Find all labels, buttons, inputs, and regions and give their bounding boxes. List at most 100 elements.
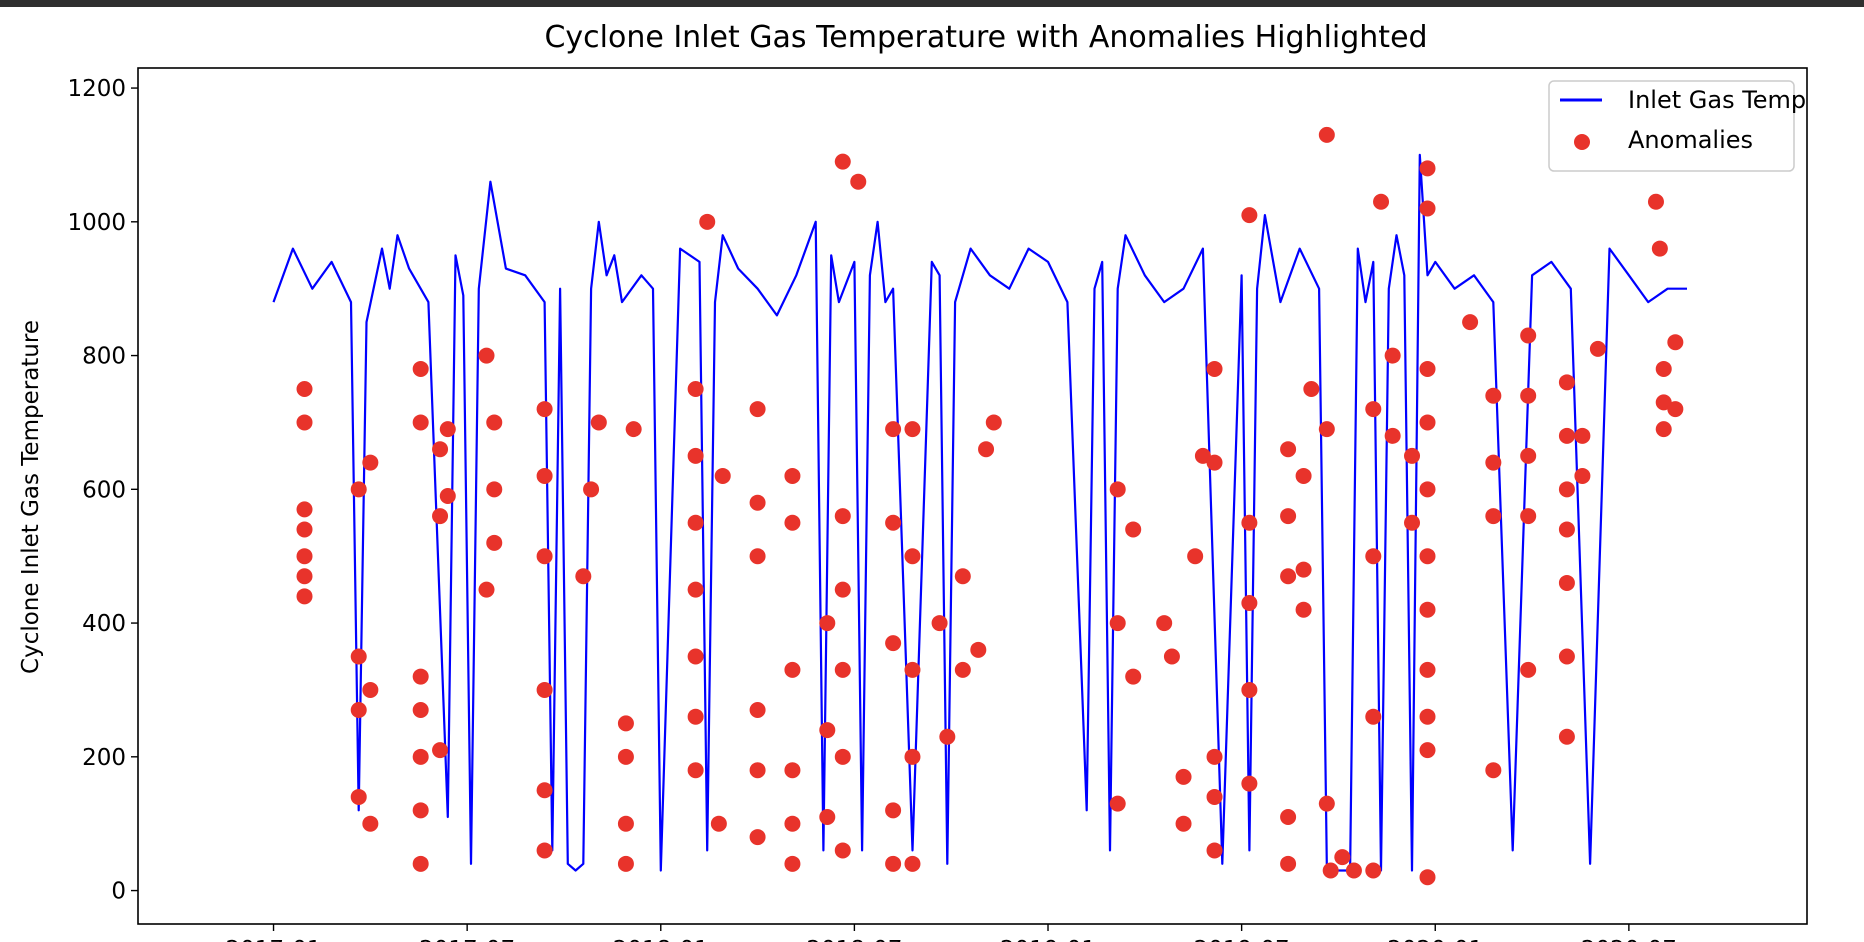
anomaly-point: [1206, 788, 1223, 805]
anomaly-point: [834, 508, 851, 525]
anomaly-point: [1206, 748, 1223, 765]
anomaly-point: [850, 173, 867, 190]
anomaly-point: [978, 441, 995, 458]
anomaly-point: [985, 414, 1002, 431]
anomaly-point: [834, 748, 851, 765]
x-tick-label: 2017-07: [419, 937, 515, 942]
anomaly-point: [1280, 855, 1297, 872]
anomaly-point: [350, 481, 367, 498]
anomaly-point: [1419, 869, 1436, 886]
anomaly-point: [1558, 728, 1575, 745]
legend-scatter-swatch: [1574, 134, 1590, 150]
legend-label-line: Inlet Gas Temp: [1628, 86, 1806, 114]
anomaly-point: [885, 635, 902, 652]
anomaly-point: [1520, 387, 1537, 404]
anomaly-point: [1280, 508, 1297, 525]
anomaly-point: [590, 414, 607, 431]
anomaly-point: [954, 661, 971, 678]
anomaly-point: [439, 488, 456, 504]
anomaly-point: [904, 548, 921, 565]
anomaly-point: [536, 548, 553, 565]
anomaly-point: [970, 641, 987, 658]
anomaly-point: [1404, 514, 1421, 531]
anomaly-point: [486, 414, 503, 431]
anomaly-point: [362, 681, 379, 698]
anomaly-point: [1241, 681, 1258, 698]
anomaly-point: [350, 648, 367, 665]
anomaly-point: [687, 762, 704, 779]
anomaly-point: [784, 467, 801, 484]
anomaly-point: [904, 421, 921, 438]
anomaly-point: [1365, 862, 1382, 879]
anomaly-point: [1485, 762, 1502, 779]
anomaly-point: [749, 548, 766, 565]
anomaly-point: [1109, 615, 1126, 632]
anomaly-point: [296, 548, 313, 565]
anomaly-point: [699, 213, 716, 230]
anomaly-point: [536, 842, 553, 859]
anomaly-point: [819, 809, 836, 825]
chart-svg: Cyclone Inlet Gas Temperature with Anoma…: [18, 20, 1808, 942]
anomaly-point: [1175, 768, 1192, 785]
anomaly-point: [714, 467, 731, 484]
anomaly-point: [1280, 568, 1297, 585]
anomaly-point: [749, 829, 766, 846]
y-axis-label: Cyclone Inlet Gas Temperature: [18, 320, 44, 674]
anomaly-point: [1206, 842, 1223, 859]
anomaly-point: [1365, 548, 1382, 565]
anomaly-point: [1345, 862, 1362, 879]
anomaly-point: [1485, 387, 1502, 404]
anomaly-point: [1187, 548, 1204, 565]
y-tick-label: 200: [82, 745, 126, 771]
plot-frame: [137, 67, 1808, 925]
anomaly-point: [1384, 347, 1401, 364]
anomaly-point: [1655, 421, 1672, 438]
anomaly-point: [1318, 795, 1335, 812]
anomaly-point: [1419, 360, 1436, 377]
anomaly-point: [1404, 447, 1421, 464]
anomaly-point: [362, 815, 379, 832]
anomaly-point: [296, 414, 313, 431]
anomaly-point: [362, 454, 379, 471]
anomaly-point: [536, 467, 553, 484]
anomaly-point: [749, 702, 766, 718]
anomaly-point: [1558, 481, 1575, 498]
anomaly-point: [1485, 508, 1502, 525]
anomaly-point: [1206, 360, 1223, 377]
anomaly-point: [834, 581, 851, 598]
y-tick-label: 1200: [67, 76, 126, 102]
anomaly-point: [536, 782, 553, 799]
anomaly-point: [1318, 126, 1335, 143]
anomaly-point: [687, 514, 704, 531]
anomaly-point: [687, 648, 704, 665]
anomaly-point: [1322, 862, 1339, 879]
anomaly-point: [1419, 661, 1436, 678]
anomaly-point: [749, 494, 766, 511]
anomaly-point: [1520, 508, 1537, 525]
anomaly-point: [617, 748, 634, 765]
anomaly-point: [834, 661, 851, 678]
x-tick-label: 2018-01: [613, 937, 709, 942]
anomaly-point: [1125, 668, 1142, 685]
anomaly-point: [904, 855, 921, 872]
anomaly-point: [1241, 595, 1258, 611]
anomaly-point: [617, 855, 634, 872]
anomaly-point: [1241, 207, 1258, 224]
anomaly-point: [1318, 421, 1335, 438]
anomaly-point: [439, 421, 456, 438]
anomaly-point: [1419, 200, 1436, 217]
y-tick-label: 600: [82, 477, 126, 503]
anomaly-point: [296, 568, 313, 585]
anomaly-point: [412, 668, 429, 685]
anomaly-point: [885, 514, 902, 531]
anomaly-point: [939, 728, 956, 745]
anomaly-point: [412, 360, 429, 377]
anomaly-point: [1109, 795, 1126, 812]
anomaly-point: [1419, 742, 1436, 759]
anomaly-point: [1365, 708, 1382, 725]
x-tick-label: 2019-07: [1194, 937, 1290, 942]
anomaly-point: [1280, 441, 1297, 458]
anomaly-point: [1558, 374, 1575, 391]
anomaly-point: [1241, 514, 1258, 531]
anomaly-point: [687, 581, 704, 598]
